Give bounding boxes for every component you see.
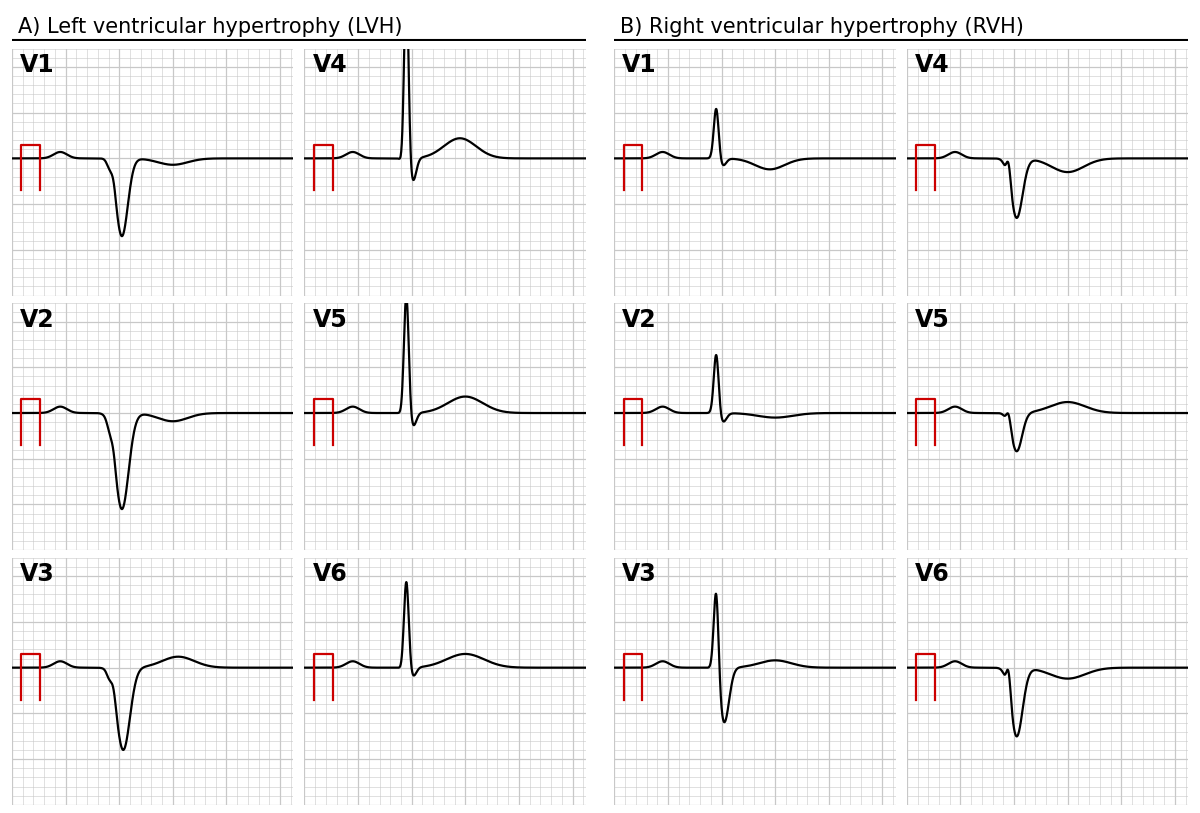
Text: V6: V6 xyxy=(914,563,949,586)
Text: V3: V3 xyxy=(20,563,55,586)
Text: V2: V2 xyxy=(623,308,658,332)
Text: V5: V5 xyxy=(312,308,347,332)
Text: V6: V6 xyxy=(312,563,347,586)
Text: V1: V1 xyxy=(20,53,55,77)
Text: V5: V5 xyxy=(914,308,949,332)
Text: V3: V3 xyxy=(623,563,658,586)
Text: B) Right ventricular hypertrophy (RVH): B) Right ventricular hypertrophy (RVH) xyxy=(620,18,1024,37)
Text: V1: V1 xyxy=(623,53,658,77)
Text: A) Left ventricular hypertrophy (LVH): A) Left ventricular hypertrophy (LVH) xyxy=(18,18,402,37)
Text: V4: V4 xyxy=(914,53,949,77)
Text: V4: V4 xyxy=(312,53,347,77)
Text: V2: V2 xyxy=(20,308,55,332)
